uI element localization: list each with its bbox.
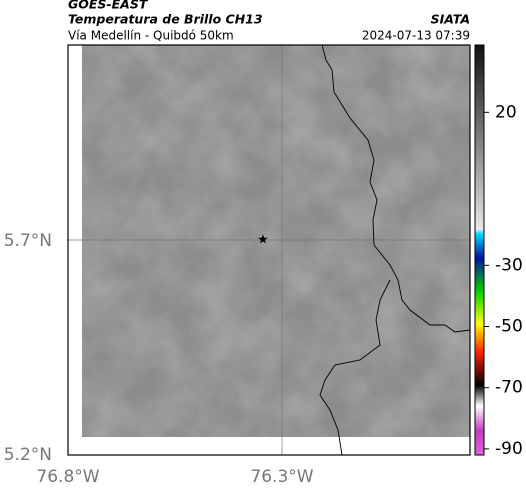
location-star: ★: [257, 233, 269, 248]
y-tick-label: 5.7°N: [4, 231, 52, 251]
colorbar-tick-label: -90: [495, 439, 523, 459]
colorbar: [474, 44, 485, 456]
colorbar-tick-label: -30: [495, 255, 523, 275]
source: SIATA: [431, 12, 470, 27]
map-frame: [67, 44, 471, 456]
cloud-texture: [82, 45, 470, 437]
boundary: [319, 44, 471, 456]
subtitle: Temperatura de Brillo CH13: [68, 12, 263, 27]
colorbar-tick-label: 20: [495, 102, 517, 122]
x-tick-label: 76.3°W: [250, 467, 313, 487]
title: GOES-EAST: [68, 0, 149, 12]
colorbar-tick-label: -70: [495, 378, 523, 398]
y-tick-label: 5.2°N: [4, 445, 52, 465]
location: Vía Medellín - Quibdó 50km: [68, 29, 234, 43]
datetime: 2024-07-13 07:39: [362, 29, 470, 43]
colorbar-tick-label: -50: [495, 316, 523, 336]
x-tick-label: 76.8°W: [36, 467, 99, 487]
